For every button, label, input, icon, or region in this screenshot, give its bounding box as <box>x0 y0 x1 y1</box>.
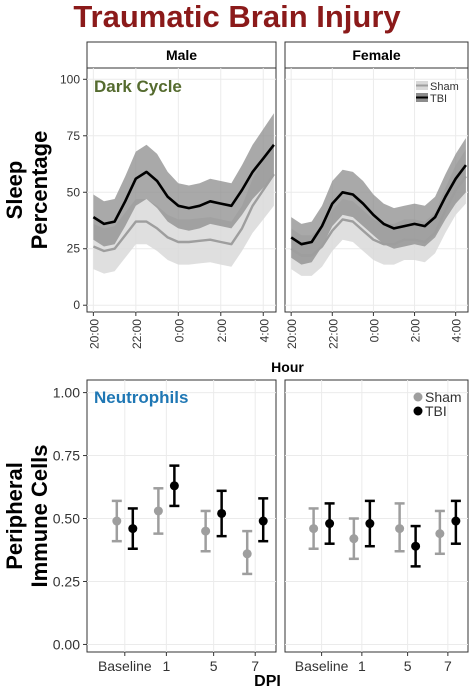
legend-label: TBI <box>430 93 447 105</box>
x-tick-label: 0:00 <box>172 319 186 343</box>
y-tick-label: 50 <box>67 185 81 199</box>
plot-panel <box>86 379 277 653</box>
figure-title: Traumatic Brain Injury <box>73 0 401 34</box>
data-point-sham <box>201 526 211 536</box>
series-line-tbi <box>92 144 275 226</box>
data-point-sham <box>349 534 359 544</box>
series-line-tbi <box>290 164 467 246</box>
panel-label-neutrophils: Neutrophils <box>94 388 188 407</box>
y-tick-label: 0.75 <box>53 448 80 464</box>
ribbon-tbi <box>93 113 274 247</box>
panel-label-dark-cycle: Dark Cycle <box>94 77 182 96</box>
data-point-tbi <box>217 508 227 518</box>
y-tick-label: 0.00 <box>53 636 80 652</box>
data-point-tbi <box>128 524 138 534</box>
x-tick-label: 5 <box>404 658 412 674</box>
facet-label: Male <box>166 47 197 63</box>
x-axis-title: DPI <box>254 673 281 687</box>
data-point-sham <box>153 506 163 516</box>
y-axis-title-line2: Immune Cells <box>27 444 52 587</box>
data-point-tbi <box>451 516 461 526</box>
y-tick-label: 1.00 <box>53 385 80 401</box>
data-point-tbi <box>411 541 421 551</box>
y-axis-title-line1: Peripheral <box>2 462 27 570</box>
legend-label: Sham <box>430 81 459 93</box>
x-tick-label: 2:00 <box>409 319 423 343</box>
x-tick-label: 22:00 <box>326 319 340 349</box>
y-axis-title-line1: Sleep <box>2 161 27 220</box>
legend-marker-tbi <box>413 406 423 416</box>
x-tick-label: 4:00 <box>450 319 464 343</box>
x-tick-label: 4:00 <box>257 319 271 343</box>
data-point-tbi <box>325 519 335 529</box>
x-tick-label: 0:00 <box>367 319 381 343</box>
series-line-sham <box>290 175 467 257</box>
data-point-sham <box>309 524 319 534</box>
x-tick-label: 2:00 <box>215 319 229 343</box>
facet-label: Female <box>352 47 400 63</box>
facet-strip <box>86 41 277 69</box>
legend-label: TBI <box>425 403 447 419</box>
x-tick-label: 5 <box>210 658 218 674</box>
y-tick-label: 75 <box>67 129 81 143</box>
x-tick-label: 7 <box>444 658 452 674</box>
x-tick-label: Baseline <box>98 658 152 674</box>
data-point-sham <box>435 529 445 539</box>
y-tick-label: 0.50 <box>53 511 80 527</box>
data-point-tbi <box>258 516 268 526</box>
plot-panel <box>284 379 469 653</box>
data-point-sham <box>395 524 405 534</box>
y-tick-label: 100 <box>60 72 80 86</box>
data-point-tbi <box>169 481 179 491</box>
data-point-tbi <box>365 519 375 529</box>
x-tick-label: 20:00 <box>285 319 299 349</box>
x-tick-label: 1 <box>358 658 366 674</box>
y-tick-label: 0.25 <box>53 573 80 589</box>
series-line-sham <box>92 173 275 253</box>
legend-label: Sham <box>425 389 462 405</box>
legend-marker-sham <box>413 392 423 402</box>
y-tick-label: 25 <box>67 242 81 256</box>
x-tick-label: 1 <box>162 658 170 674</box>
x-tick-label: 7 <box>251 658 259 674</box>
x-tick-label: 22:00 <box>130 319 144 349</box>
x-tick-label: Baseline <box>295 658 349 674</box>
x-tick-label: 20:00 <box>87 319 101 349</box>
x-axis-title: Hour <box>271 359 304 375</box>
data-point-sham <box>242 549 252 559</box>
data-point-sham <box>112 516 122 526</box>
ribbon-tbi <box>291 138 466 265</box>
y-axis-title-line2: Percentage <box>27 131 52 250</box>
y-tick-label: 0 <box>73 298 80 312</box>
ribbon-sham <box>93 142 274 274</box>
